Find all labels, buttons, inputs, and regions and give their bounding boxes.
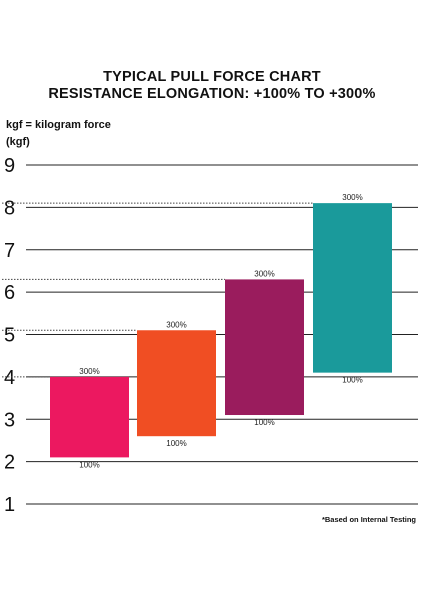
y-tick-label-7: 7: [4, 240, 15, 262]
y-tick-label-5: 5: [4, 325, 15, 347]
chart-title-line-1: TYPICAL PULL FORCE CHART: [103, 69, 321, 85]
y-tick-label-3: 3: [4, 409, 15, 431]
y-tick-label-1: 1: [4, 494, 15, 516]
bar-4-high-label: 300%: [342, 193, 362, 202]
bar-4: [313, 203, 392, 373]
bar-2: [137, 330, 216, 437]
bar-1-high-label: 300%: [79, 367, 99, 376]
bar-1-low-label: 100%: [79, 460, 99, 469]
bar-3: [225, 279, 304, 416]
y-tick-label-2: 2: [4, 452, 15, 474]
footnote: *Based on Internal Testing: [321, 515, 416, 524]
bar-4-low-label: 100%: [342, 376, 362, 385]
bar-2-low-label: 100%: [166, 439, 186, 448]
y-tick-label-6: 6: [4, 282, 15, 304]
unit-note: kgf = kilogram force: [6, 119, 111, 131]
bar-3-low-label: 100%: [254, 418, 274, 427]
bar-2-high-label: 300%: [166, 320, 186, 329]
chart-title-line-2: RESISTANCE ELONGATION: +100% TO +300%: [48, 86, 376, 102]
unit-label: (kgf): [6, 136, 30, 148]
bar-3-high-label: 300%: [254, 269, 274, 278]
bar-1: [50, 376, 129, 458]
y-tick-label-8: 8: [4, 197, 15, 219]
y-tick-label-4: 4: [4, 367, 15, 389]
y-tick-label-9: 9: [4, 155, 15, 177]
